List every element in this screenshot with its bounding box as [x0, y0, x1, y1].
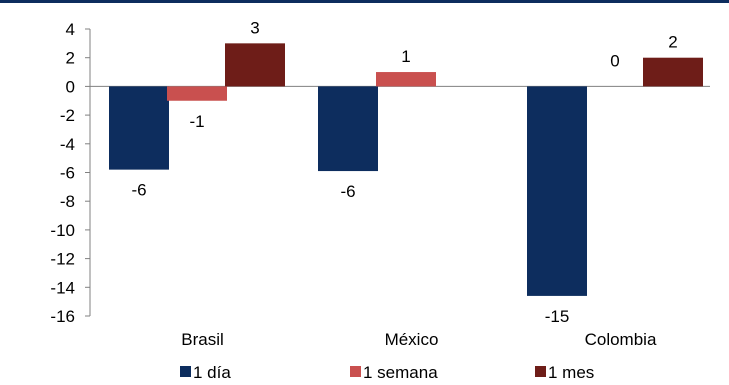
- data-label: 0: [610, 51, 619, 70]
- y-tick-label: -2: [60, 106, 75, 125]
- legend-swatch: [535, 366, 546, 377]
- data-label: -6: [131, 181, 146, 200]
- y-tick-label: 4: [66, 20, 75, 39]
- y-tick-label: -4: [60, 135, 75, 154]
- bar: [225, 43, 285, 87]
- data-label: 1: [401, 47, 410, 66]
- bar: [527, 86, 587, 296]
- y-tick-label: 0: [66, 77, 75, 96]
- legend-label: 1 semana: [363, 363, 438, 382]
- data-label: -6: [340, 182, 355, 201]
- bar: [109, 86, 169, 170]
- legend-label: 1 mes: [548, 363, 594, 382]
- category-label: México: [385, 330, 439, 349]
- top-rule: [0, 0, 729, 3]
- category-label: Colombia: [585, 330, 657, 349]
- y-tick-label: -10: [50, 221, 75, 240]
- data-label: -1: [189, 112, 204, 131]
- y-tick-label: -8: [60, 192, 75, 211]
- bar: [643, 57, 703, 87]
- data-label: -15: [545, 307, 570, 326]
- data-label: 3: [250, 18, 259, 37]
- legend: 1 día 1 semana 1 mes: [180, 363, 594, 382]
- bar: [318, 86, 378, 172]
- y-tick-label: -16: [50, 307, 75, 326]
- bar: [167, 86, 227, 101]
- legend-label: 1 día: [193, 363, 231, 382]
- category-label: Brasil: [181, 330, 224, 349]
- bar: [376, 72, 436, 87]
- data-labels: -6 -6 -15 -1 1 0 3 2: [131, 18, 677, 326]
- y-tick-label: 2: [66, 49, 75, 68]
- data-label: 2: [668, 33, 677, 52]
- legend-swatch: [350, 366, 361, 377]
- y-tick-label: -6: [60, 164, 75, 183]
- y-tick-label: -14: [50, 278, 75, 297]
- legend-swatch: [180, 366, 191, 377]
- y-tick-label: -12: [50, 250, 75, 269]
- bars: [109, 43, 703, 296]
